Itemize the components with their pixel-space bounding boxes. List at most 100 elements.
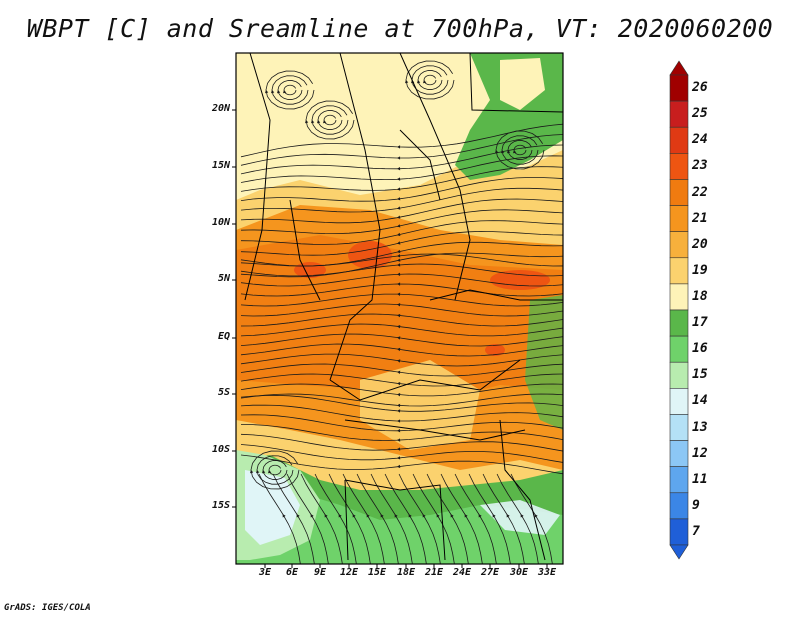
colorbar-label: 20 xyxy=(692,236,708,252)
streamline xyxy=(370,473,413,564)
streamline-arrow xyxy=(397,336,401,340)
streamline xyxy=(240,252,563,278)
streamline-arrow xyxy=(397,206,401,210)
hot-spot xyxy=(485,344,505,356)
lon-label: 3E xyxy=(258,567,272,578)
streamline-arrow xyxy=(322,119,327,124)
colorbar-segment xyxy=(669,518,689,546)
streamline-arrow xyxy=(267,469,272,474)
region-east-green xyxy=(525,295,563,430)
lat-label: 15N xyxy=(211,160,230,171)
streamline xyxy=(265,70,315,110)
colorbar-label: 26 xyxy=(692,80,708,96)
streamline-arrow xyxy=(450,514,454,518)
streamline-arrow xyxy=(397,392,401,397)
colorbar-segment xyxy=(669,414,689,441)
streamline xyxy=(286,473,329,564)
colorbar-segment xyxy=(669,126,689,154)
streamline-arrow xyxy=(464,514,468,518)
streamline-arrow xyxy=(397,145,401,149)
streamline-arrow xyxy=(282,89,287,94)
streamline-arrow xyxy=(324,514,328,518)
colorbar-segment xyxy=(669,179,689,206)
streamline xyxy=(412,473,455,564)
lat-label: 10S xyxy=(211,444,230,455)
streamline xyxy=(510,473,553,564)
streamline-arrow xyxy=(316,119,321,124)
streamline-arrow xyxy=(397,282,401,286)
streamline xyxy=(240,454,563,475)
map-field xyxy=(236,53,563,564)
region-north-pale xyxy=(236,53,563,200)
streamline-arrow xyxy=(397,272,401,276)
streamline xyxy=(496,473,539,564)
streamline xyxy=(440,473,483,564)
lon-label: 18E xyxy=(396,567,416,578)
streamline-arrow xyxy=(397,254,401,258)
streamline xyxy=(240,433,563,452)
streamline xyxy=(240,333,563,347)
streamline-arrow xyxy=(397,197,401,201)
colorbar-label: 7 xyxy=(692,523,700,539)
streamline-arrow xyxy=(397,313,401,318)
streamline-arrow xyxy=(397,224,401,228)
streamline-arrow xyxy=(397,232,401,237)
lon-label: 6E xyxy=(285,567,299,578)
streamline-arrow xyxy=(512,149,517,154)
colorbar-label: 14 xyxy=(692,393,708,409)
streamline-arrow xyxy=(338,514,342,518)
streamline-arrow xyxy=(478,514,482,518)
streamline-arrow xyxy=(397,258,401,262)
colorbar-segment xyxy=(669,205,689,232)
streamline xyxy=(240,187,563,213)
streamline-arrow xyxy=(397,249,401,254)
colorbar-segment xyxy=(669,283,689,311)
streamline-arrow xyxy=(394,514,398,518)
colorbar-segment xyxy=(669,361,689,389)
streamline xyxy=(240,155,563,183)
streamline-arrow xyxy=(520,514,524,518)
lon-label: 30E xyxy=(509,567,529,578)
streamline-arrow xyxy=(270,89,275,94)
streamline xyxy=(356,473,399,564)
streamline xyxy=(240,293,563,307)
streamline xyxy=(240,198,563,224)
colorbar-segment xyxy=(669,153,689,180)
hot-spot xyxy=(490,270,550,290)
lat-label: 15S xyxy=(211,500,230,511)
streamline xyxy=(240,363,563,377)
streamline xyxy=(240,444,563,463)
streamline-arrow xyxy=(397,215,401,219)
colorbar-label: 23 xyxy=(692,158,708,174)
streamline-arrow xyxy=(366,514,370,518)
credit-text: GrADS: IGES/COLA xyxy=(4,603,91,613)
streamline xyxy=(240,144,563,175)
streamline-arrow xyxy=(416,79,421,84)
streamline-arrow xyxy=(397,456,401,460)
streamline-arrow xyxy=(282,514,286,518)
lon-label: 21E xyxy=(424,567,444,578)
streamline xyxy=(250,450,300,490)
streamline xyxy=(240,414,563,432)
colorbar-segment xyxy=(669,388,689,415)
colorbar-segment xyxy=(669,309,689,337)
region-southwest-coldest xyxy=(245,470,300,545)
streamline-arrow xyxy=(397,325,401,329)
streamline-arrow xyxy=(264,89,269,94)
colorbar-label: 19 xyxy=(692,262,708,278)
streamline xyxy=(328,473,371,564)
streamline xyxy=(240,353,563,367)
lat-label: 20N xyxy=(211,103,230,114)
streamline xyxy=(240,343,563,357)
streamline-arrow xyxy=(397,303,401,307)
colorbar-label: 11 xyxy=(692,471,708,487)
colorbar-label: 15 xyxy=(692,367,708,383)
streamline xyxy=(300,473,343,564)
lat-label: EQ xyxy=(217,331,230,342)
map-title: WBPT [C] and Sreamline at 700hPa, VT: 20… xyxy=(26,14,774,43)
lon-label: 24E xyxy=(452,567,472,578)
lon-label: 27E xyxy=(480,567,500,578)
streamline-arrow xyxy=(397,187,401,191)
streamline xyxy=(240,230,563,256)
